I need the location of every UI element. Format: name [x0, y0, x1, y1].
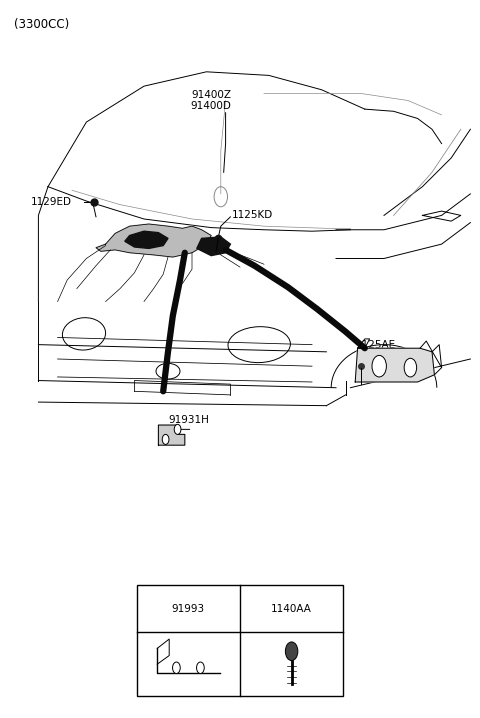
Circle shape — [172, 662, 180, 673]
Text: 1140AA: 1140AA — [271, 604, 312, 614]
Circle shape — [162, 434, 169, 444]
Text: 1125AE: 1125AE — [356, 340, 396, 350]
Circle shape — [174, 424, 181, 434]
Text: 1129ED: 1129ED — [31, 197, 72, 208]
Text: 91993: 91993 — [172, 604, 205, 614]
Text: 1125KD: 1125KD — [231, 210, 273, 220]
Polygon shape — [197, 237, 230, 256]
Polygon shape — [96, 224, 211, 257]
Text: 91970Q: 91970Q — [369, 360, 410, 370]
Circle shape — [404, 358, 417, 377]
Polygon shape — [125, 231, 168, 248]
Text: 91931H: 91931H — [168, 415, 209, 425]
Text: (3300CC): (3300CC) — [14, 18, 70, 31]
Circle shape — [196, 662, 204, 673]
Bar — [137, 585, 343, 696]
Polygon shape — [355, 348, 434, 382]
Polygon shape — [158, 425, 185, 445]
Circle shape — [285, 642, 298, 661]
Circle shape — [372, 355, 386, 377]
Text: 91400Z
91400D: 91400Z 91400D — [191, 90, 232, 111]
